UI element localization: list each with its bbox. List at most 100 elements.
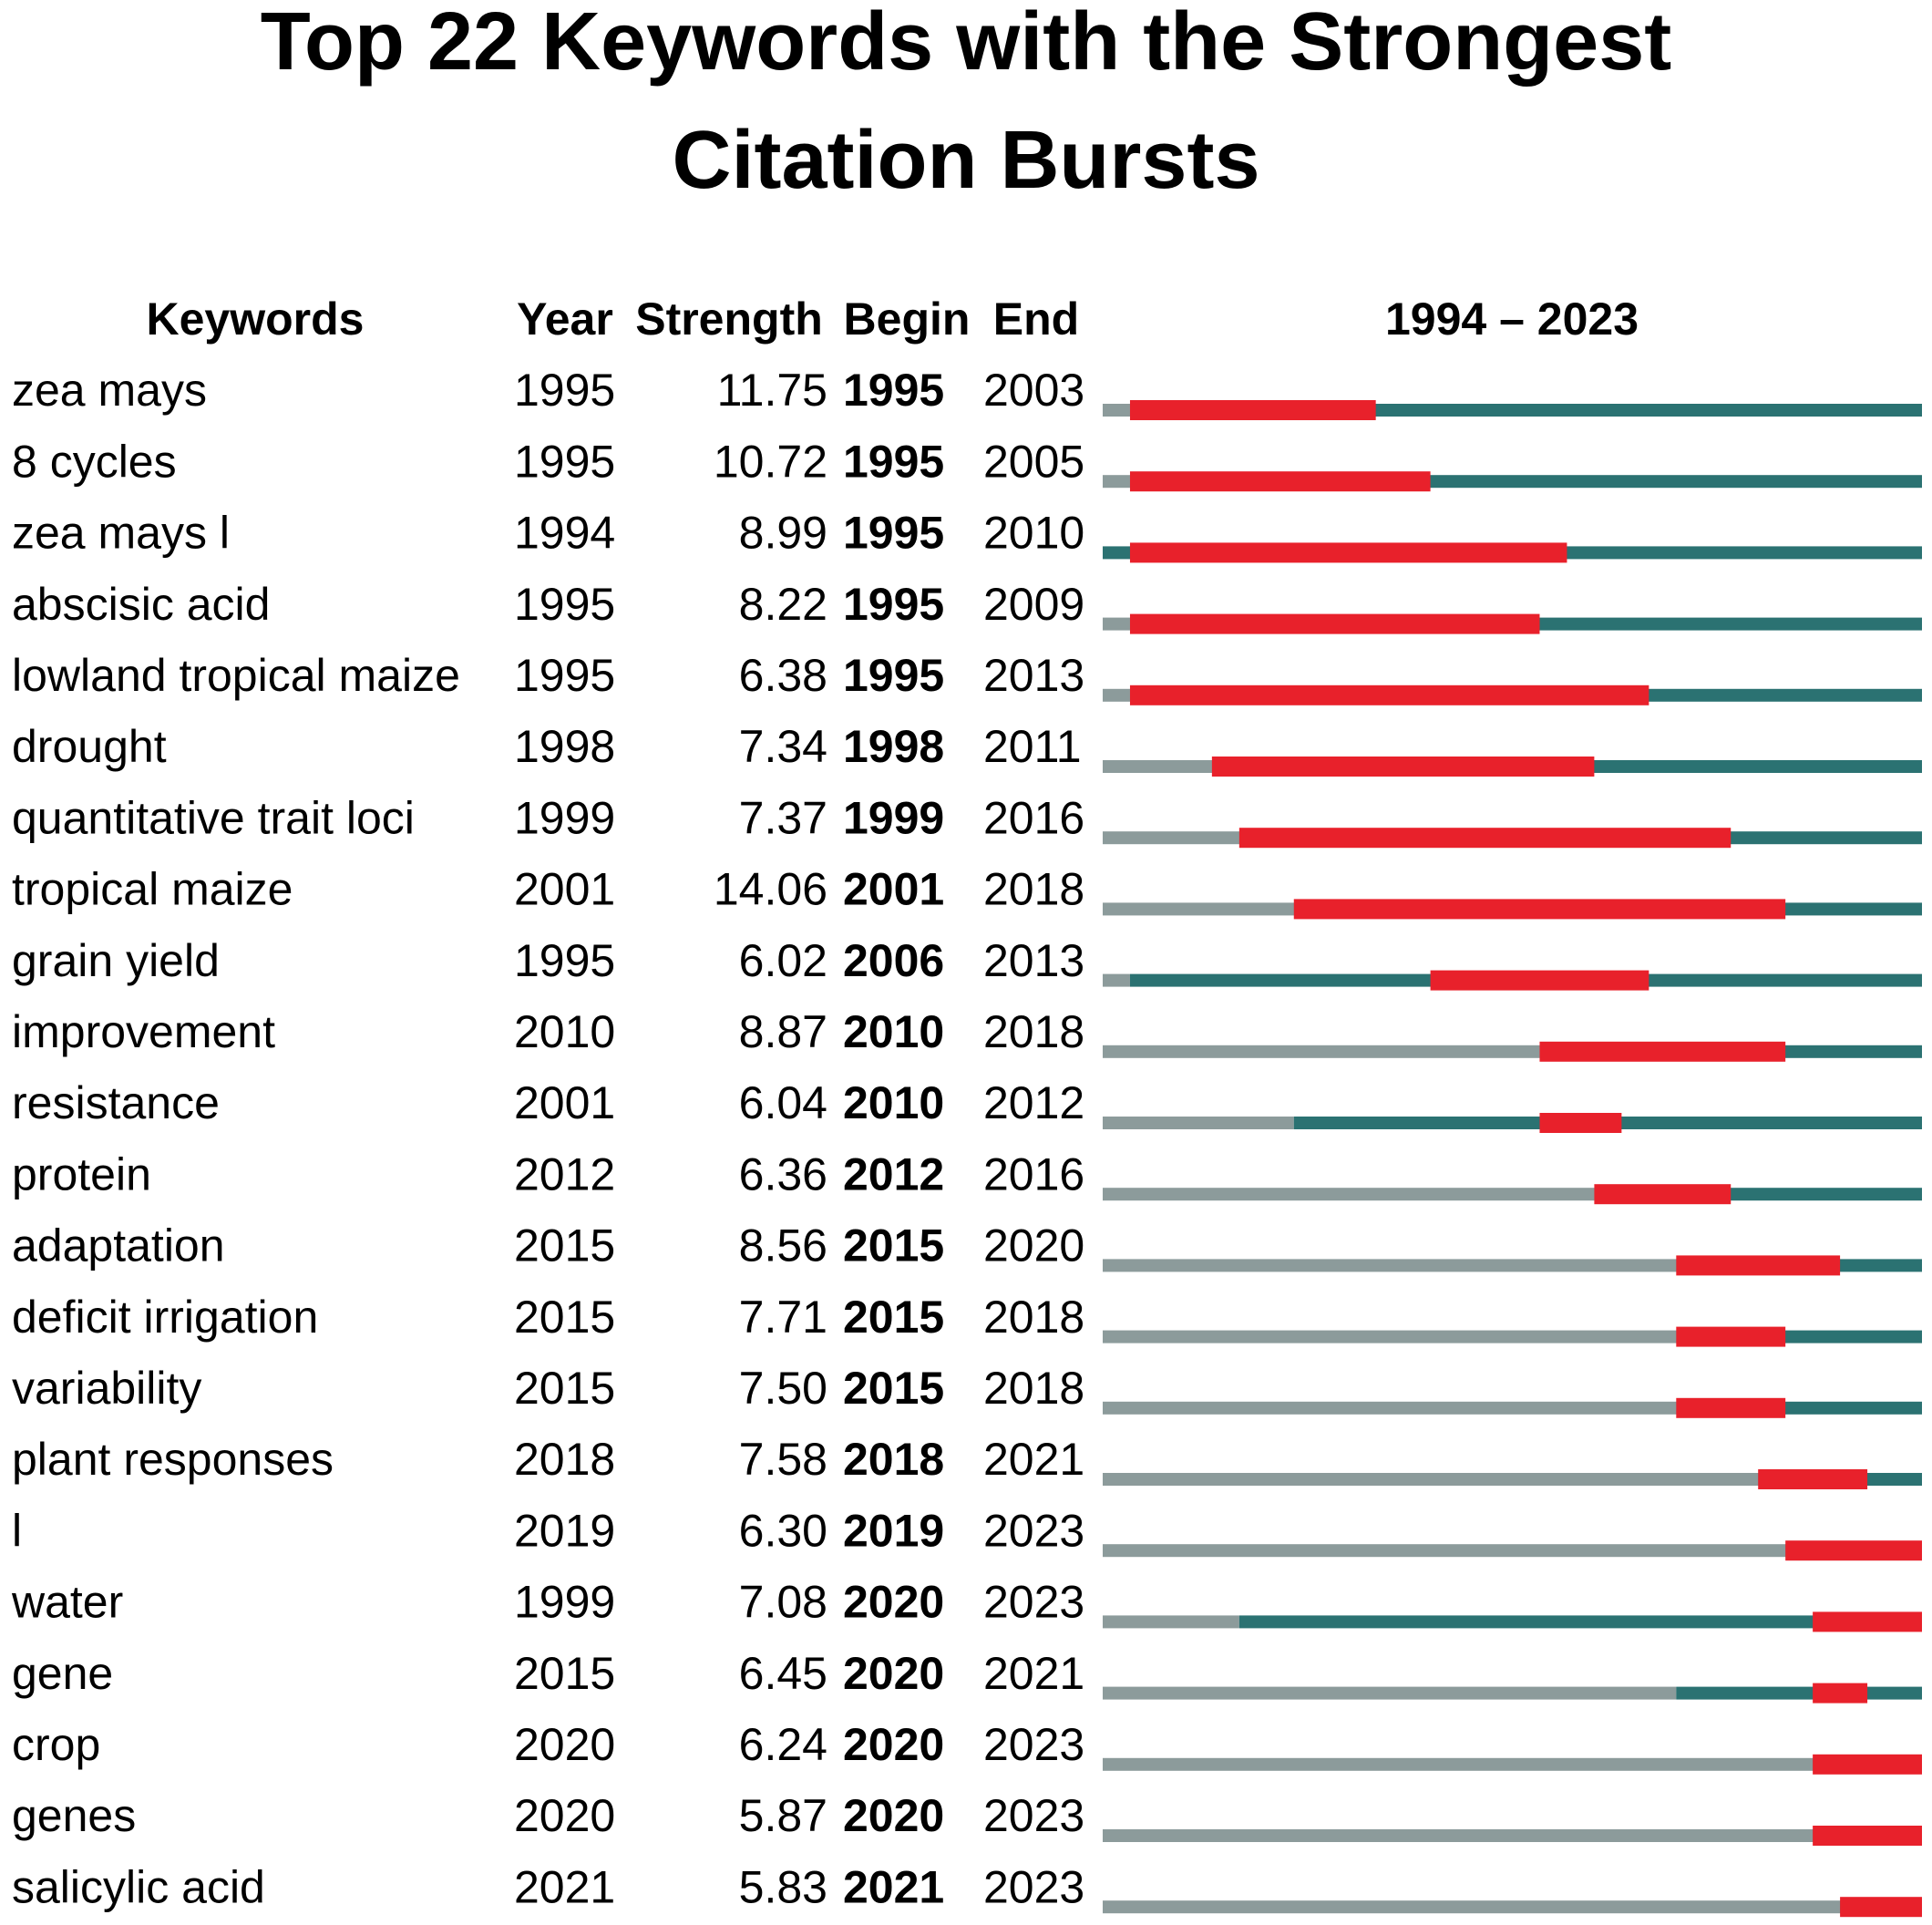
begin: 2020 (843, 1719, 944, 1770)
strength: 8.56 (739, 1220, 827, 1271)
pre-period (1103, 1188, 1595, 1201)
pre-period (1103, 688, 1130, 702)
pre-period (1103, 1615, 1239, 1629)
keyword: genes (12, 1790, 136, 1841)
keyword: tropical maize (12, 864, 293, 915)
begin: 2006 (843, 935, 944, 986)
keyword: deficit irrigation (12, 1292, 318, 1343)
strength: 11.75 (717, 365, 827, 416)
year: 2012 (514, 1148, 615, 1199)
begin: 1999 (843, 792, 944, 843)
burst-bar (1594, 1184, 1732, 1205)
burst-bar (1539, 1113, 1622, 1133)
column-header: Strength (635, 293, 823, 345)
end: 2020 (983, 1220, 1084, 1271)
burst-bar (1813, 1683, 1868, 1704)
year: 1995 (514, 579, 615, 630)
keyword: grain yield (12, 935, 220, 986)
pre-period (1103, 1473, 1759, 1486)
strength: 5.87 (739, 1790, 827, 1841)
year: 2019 (514, 1505, 615, 1556)
year: 2010 (514, 1006, 615, 1057)
strength: 7.08 (739, 1577, 827, 1628)
begin: 2020 (843, 1790, 944, 1841)
strength: 6.38 (739, 650, 827, 701)
begin: 1995 (843, 579, 944, 630)
end: 2018 (983, 1363, 1084, 1414)
strength: 8.22 (739, 579, 827, 630)
keyword: zea mays l (12, 508, 230, 559)
strength: 8.87 (739, 1006, 827, 1057)
year: 1999 (514, 792, 615, 843)
pre-period (1103, 404, 1130, 417)
keyword: gene (12, 1648, 113, 1699)
pre-period (1103, 973, 1130, 987)
year: 1995 (514, 650, 615, 701)
keyword: zea mays (12, 365, 207, 416)
strength: 7.58 (739, 1434, 827, 1485)
burst-bar (1129, 542, 1567, 563)
end: 2009 (983, 579, 1084, 630)
chart-title: Top 22 Keywords with the Strongest (261, 0, 1672, 88)
end: 2018 (983, 1006, 1084, 1057)
column-header: Keywords (147, 293, 365, 345)
burst-bar (1211, 757, 1595, 777)
year: 2020 (514, 1719, 615, 1770)
strength: 7.71 (739, 1292, 827, 1343)
end: 2023 (983, 1577, 1084, 1628)
year: 2001 (514, 1077, 615, 1128)
pre-period (1103, 1900, 1841, 1914)
end: 2013 (983, 650, 1084, 701)
keyword: l (12, 1505, 22, 1556)
year: 2015 (514, 1292, 615, 1343)
burst-bar (1293, 899, 1786, 920)
year: 1994 (514, 508, 615, 559)
strength: 6.36 (739, 1148, 827, 1199)
year: 2015 (514, 1363, 615, 1414)
end: 2012 (983, 1077, 1084, 1128)
keyword: crop (12, 1719, 100, 1770)
begin: 2010 (843, 1077, 944, 1128)
strength: 6.45 (739, 1648, 827, 1699)
begin: 2012 (843, 1148, 944, 1199)
pre-period (1103, 1757, 1814, 1771)
pre-period (1103, 1686, 1677, 1700)
burst-bar (1676, 1397, 1786, 1418)
burst-bar (1238, 828, 1732, 849)
pre-period (1103, 1829, 1814, 1842)
end: 2016 (983, 792, 1084, 843)
keyword: variability (12, 1363, 201, 1414)
begin: 1995 (843, 508, 944, 559)
end: 2021 (983, 1434, 1084, 1485)
year: 2020 (514, 1790, 615, 1841)
active-period (1238, 1615, 1922, 1629)
year: 2001 (514, 864, 615, 915)
range-header: 1994 – 2023 (1385, 293, 1639, 345)
strength: 7.50 (739, 1363, 827, 1414)
burst-bar (1758, 1469, 1868, 1489)
begin: 2020 (843, 1648, 944, 1699)
keyword: lowland tropical maize (12, 650, 460, 701)
begin: 1998 (843, 721, 944, 772)
pre-period (1103, 1045, 1540, 1058)
begin: 1995 (843, 650, 944, 701)
year: 2015 (514, 1648, 615, 1699)
burst-bar (1840, 1897, 1922, 1918)
burst-bar (1539, 1041, 1786, 1062)
keyword: drought (12, 721, 167, 772)
burst-bar (1676, 1326, 1786, 1347)
pre-period (1103, 760, 1212, 773)
year: 1999 (514, 1577, 615, 1628)
begin: 2018 (843, 1434, 944, 1485)
strength: 6.04 (739, 1077, 827, 1128)
pre-period (1103, 1401, 1677, 1415)
end: 2003 (983, 365, 1084, 416)
strength: 14.06 (714, 864, 827, 915)
pre-period (1103, 831, 1239, 845)
burst-bar (1813, 1826, 1922, 1846)
begin: 2010 (843, 1006, 944, 1057)
begin: 1995 (843, 365, 944, 416)
pre-period (1103, 1330, 1677, 1343)
burst-bar (1676, 1255, 1841, 1276)
